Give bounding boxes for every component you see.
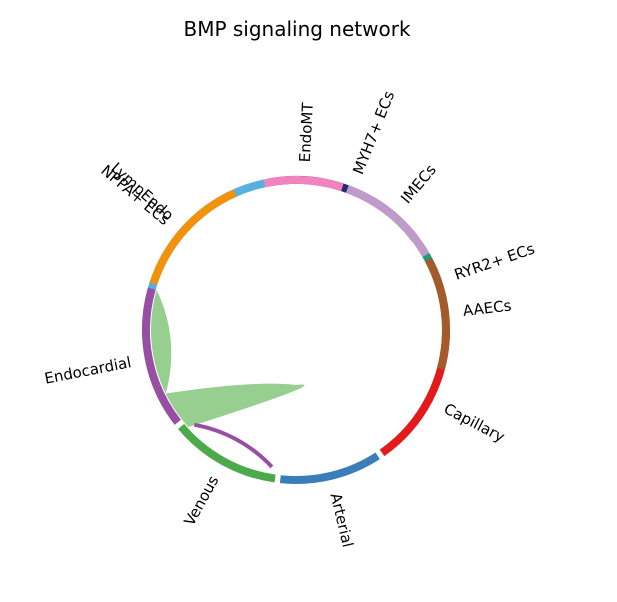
label-arterial: Arterial: [326, 491, 356, 549]
label-venous: Venous: [180, 472, 222, 528]
label-endomt: EndoMT: [296, 101, 317, 162]
label-imecs: IMECs: [397, 161, 440, 207]
label-endocardial: Endocardial: [43, 353, 133, 387]
label-aaecs: AAECs: [462, 297, 513, 320]
arcs-layer: [142, 176, 450, 484]
arc-venous: [178, 423, 276, 483]
arc-endomt: [263, 176, 344, 192]
links-layer: [151, 290, 305, 473]
arc-capillary: [379, 329, 450, 457]
label-myh7: MYH7+ ECs: [349, 88, 398, 177]
diagram-title: BMP signaling network: [183, 17, 410, 41]
label-capillary: Capillary: [441, 400, 508, 446]
arc-arterial: [279, 452, 380, 484]
arc-lympendo: [149, 189, 237, 285]
link-endocardial-venous: [151, 290, 305, 428]
arc-aaecs: [424, 257, 450, 370]
arc-endocardial: [142, 287, 181, 425]
label-ryr2: RYR2+ ECs: [452, 239, 537, 283]
link-band-endocardial: [193, 422, 274, 469]
arc-myh7: [269, 176, 419, 243]
arc-imecs: [345, 185, 430, 258]
